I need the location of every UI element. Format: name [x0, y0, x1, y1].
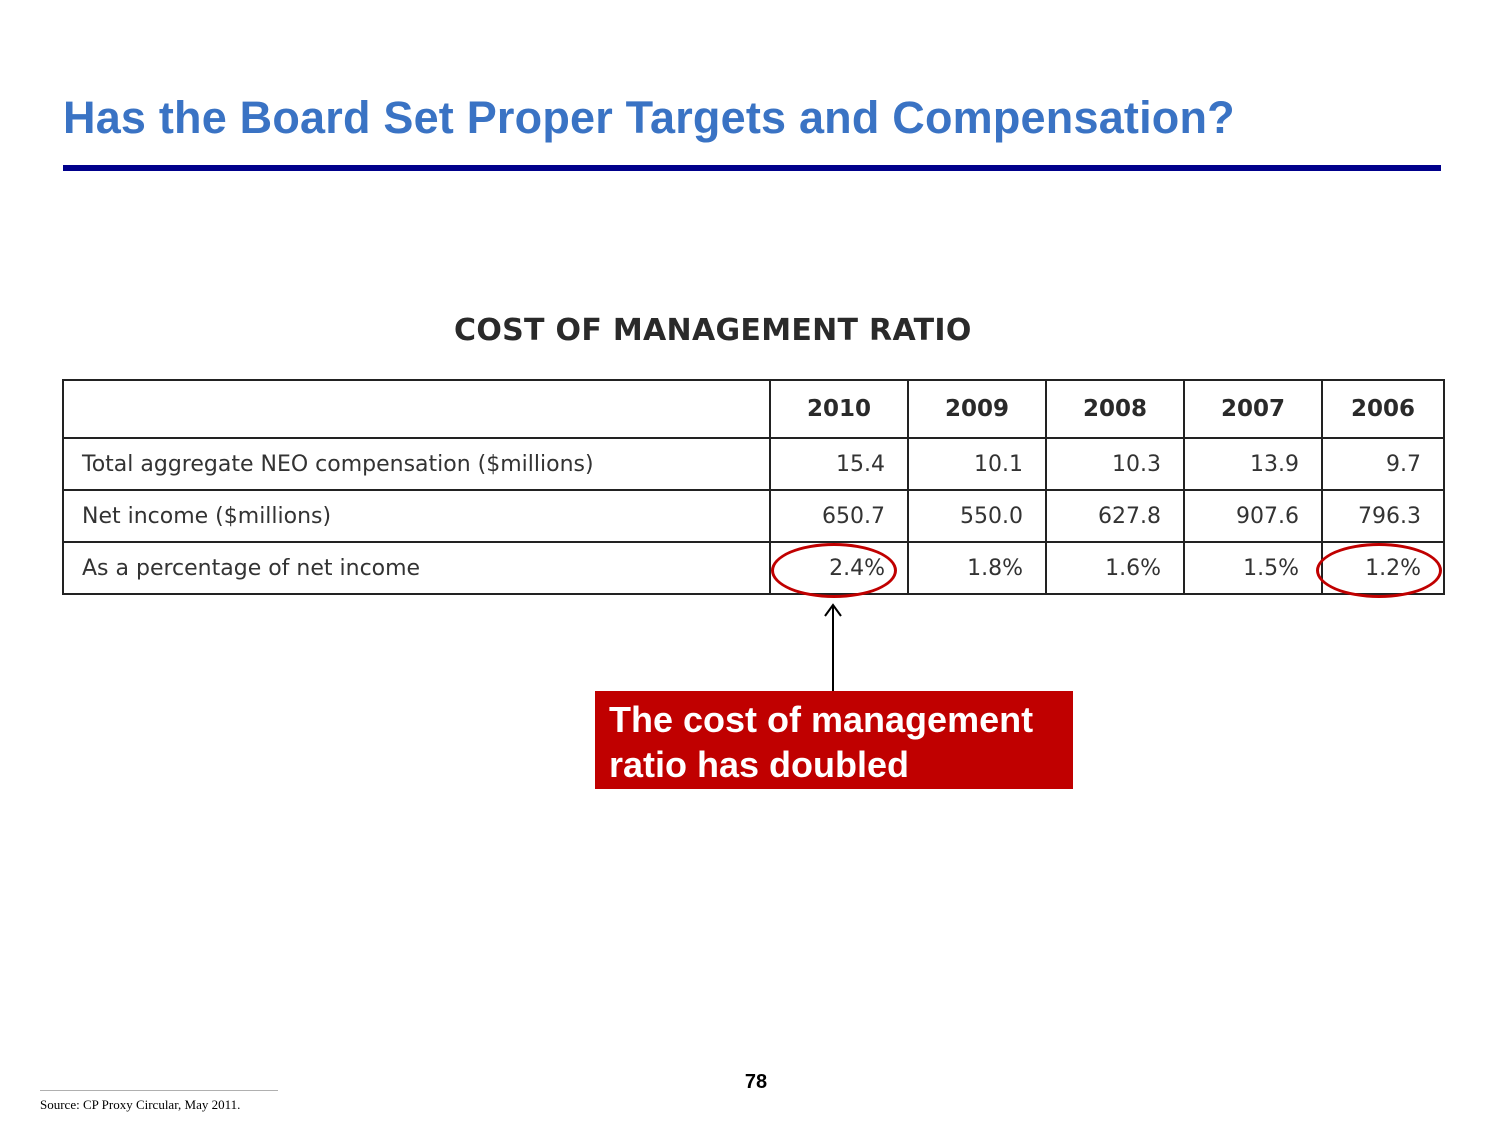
table-cell: 10.1: [907, 437, 1047, 491]
callout-line: ratio has doubled: [609, 744, 910, 785]
row-label: As a percentage of net income: [62, 541, 771, 595]
table-cell: 10.3: [1045, 437, 1185, 491]
row-label: Net income ($millions): [62, 489, 771, 543]
table-cell: 1.8%: [907, 541, 1047, 595]
table-cell: 796.3: [1321, 489, 1445, 543]
column-header-year: 2006: [1321, 379, 1445, 439]
highlight-circle-2010: [771, 543, 897, 598]
table-heading: COST OF MANAGEMENT RATIO: [454, 313, 972, 348]
column-header-year: 2009: [907, 379, 1047, 439]
table-row-neo-compensation: Total aggregate NEO compensation ($milli…: [62, 437, 1445, 491]
table-cell: 550.0: [907, 489, 1047, 543]
footnote-divider: [40, 1090, 278, 1091]
table-cell: 627.8: [1045, 489, 1185, 543]
title-divider: [63, 165, 1441, 171]
callout-box: The cost of management ratio has doubled: [595, 691, 1073, 789]
page-number: 78: [744, 1071, 768, 1093]
callout-line: The cost of management: [609, 699, 1034, 740]
column-header-year: 2007: [1183, 379, 1323, 439]
header-blank-cell: [62, 379, 771, 439]
column-header-year: 2010: [769, 379, 909, 439]
table-cell: 13.9: [1183, 437, 1323, 491]
slide-title: Has the Board Set Proper Targets and Com…: [63, 92, 1235, 143]
row-label: Total aggregate NEO compensation ($milli…: [62, 437, 771, 491]
table-row-net-income: Net income ($millions) 650.7 550.0 627.8…: [62, 489, 1445, 543]
column-header-year: 2008: [1045, 379, 1185, 439]
table-cell: 9.7: [1321, 437, 1445, 491]
highlight-circle-2006: [1316, 543, 1442, 598]
table-header-row: 2010 2009 2008 2007 2006: [62, 379, 1445, 439]
table-row-percentage: As a percentage of net income 2.4% 1.8% …: [62, 541, 1445, 595]
table-cell: 15.4: [769, 437, 909, 491]
cost-of-management-table: 2010 2009 2008 2007 2006 Total aggregate…: [62, 379, 1445, 595]
table-cell: 1.5%: [1183, 541, 1323, 595]
table-cell: 1.6%: [1045, 541, 1185, 595]
table-cell: 650.7: [769, 489, 909, 543]
up-arrow-icon: [824, 603, 842, 694]
source-note: Source: CP Proxy Circular, May 2011.: [40, 1097, 241, 1112]
table-cell: 907.6: [1183, 489, 1323, 543]
